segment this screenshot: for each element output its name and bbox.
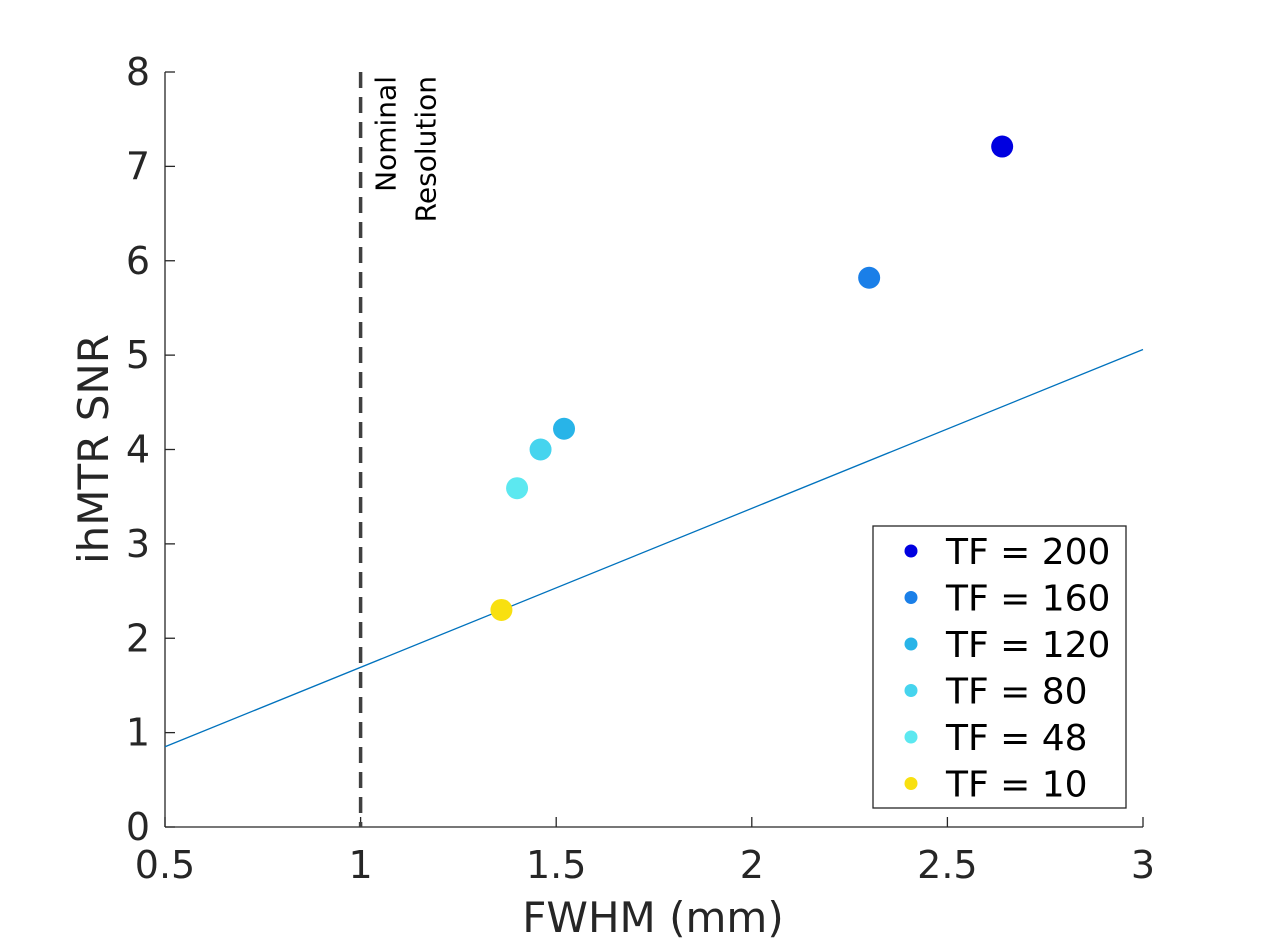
- data-point: [529, 438, 552, 461]
- data-point: [991, 135, 1014, 158]
- x-tick-label: 2: [740, 843, 764, 887]
- y-tick-label: 5: [126, 333, 150, 377]
- legend-label: TF = 160: [945, 579, 1110, 620]
- data-point: [490, 598, 513, 621]
- y-tick-label: 4: [126, 428, 150, 472]
- legend-marker: [904, 777, 918, 790]
- x-tick-label: 3: [1131, 843, 1155, 887]
- reference-line: [164, 348, 1144, 748]
- y-tick-label: 8: [126, 50, 150, 94]
- legend-marker: [904, 591, 918, 604]
- plot-area: [164, 72, 1144, 827]
- legend-label: TF = 10: [945, 765, 1088, 806]
- annotation-line: Nominal: [370, 76, 403, 192]
- x-tick-label: 1.5: [526, 843, 586, 887]
- y-tick-label: 7: [126, 144, 150, 188]
- y-tick-label: 0: [126, 805, 150, 849]
- legend: TF = 200 TF = 160 TF = 120 TF = 80 TF = 48 TF…: [872, 525, 1127, 809]
- data-point: [553, 417, 576, 440]
- data-point: [858, 266, 881, 289]
- legend-label: TF = 120: [945, 625, 1110, 666]
- legend-marker: [904, 544, 918, 558]
- legend-marker: [904, 730, 918, 744]
- data-point: [506, 477, 529, 500]
- y-tick-label: 2: [126, 616, 150, 660]
- legend-marker: [904, 684, 918, 697]
- nominal-resolution-annotation: Nominal Resolution: [370, 76, 443, 222]
- legend-box: [872, 525, 1127, 809]
- x-ticks: 0.5 1 1.5 2 2.5 3: [135, 817, 1155, 887]
- y-ticks: 0 1 2 3 4 5 6 7 8: [126, 50, 175, 849]
- legend-marker: [904, 637, 918, 651]
- x-tick-label: 2.5: [917, 843, 977, 887]
- legend-label: TF = 80: [945, 672, 1088, 713]
- legend-label: TF = 200: [945, 532, 1110, 573]
- x-axis-label: FWHM (mm): [522, 893, 783, 942]
- x-tick-label: 1: [349, 843, 373, 887]
- y-tick-label: 1: [126, 711, 150, 755]
- legend-label: TF = 48: [945, 718, 1088, 759]
- x-tick-label: 0.5: [135, 843, 195, 887]
- y-tick-label: 3: [126, 522, 150, 566]
- y-tick-label: 6: [126, 239, 150, 283]
- y-axis-label: ihMTR SNR: [69, 334, 118, 564]
- annotation-line: Resolution: [410, 76, 443, 222]
